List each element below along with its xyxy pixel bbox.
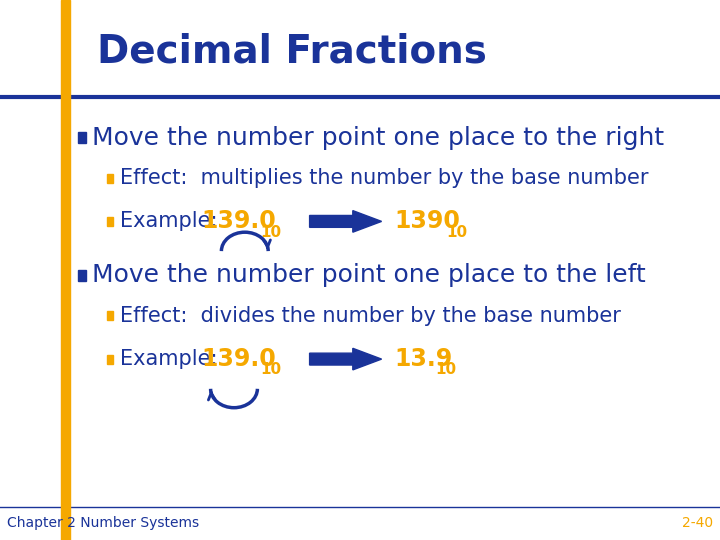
Text: 139.0: 139.0 (202, 347, 276, 371)
Text: 10: 10 (436, 362, 456, 377)
FancyArrow shape (310, 348, 382, 370)
Bar (78, 132, 86, 143)
Text: 1390: 1390 (395, 210, 460, 233)
Text: Move the number point one place to the left: Move the number point one place to the l… (92, 264, 646, 287)
Text: 13.9: 13.9 (395, 347, 453, 371)
FancyArrow shape (310, 211, 382, 232)
Text: 2-40: 2-40 (682, 516, 713, 530)
Text: Chapter 2 Number Systems: Chapter 2 Number Systems (7, 516, 199, 530)
Bar (0, 97, 720, 540)
Text: Decimal Fractions: Decimal Fractions (97, 32, 487, 70)
Text: Example:: Example: (120, 349, 224, 369)
Text: Effect:  multiplies the number by the base number: Effect: multiplies the number by the bas… (120, 168, 648, 188)
Bar (0, 0, 720, 97)
Bar (107, 173, 113, 183)
Bar (107, 217, 113, 226)
Text: Example:: Example: (120, 211, 224, 232)
Bar (107, 354, 113, 364)
Text: 10: 10 (446, 225, 467, 240)
Bar (107, 311, 113, 321)
Text: 10: 10 (261, 225, 282, 240)
Text: 10: 10 (261, 362, 282, 377)
Text: 139.0: 139.0 (202, 210, 276, 233)
Text: Move the number point one place to the right: Move the number point one place to the r… (92, 126, 665, 150)
Bar (78, 270, 86, 281)
Bar (61, 0, 70, 540)
Text: Effect:  divides the number by the base number: Effect: divides the number by the base n… (120, 306, 621, 326)
